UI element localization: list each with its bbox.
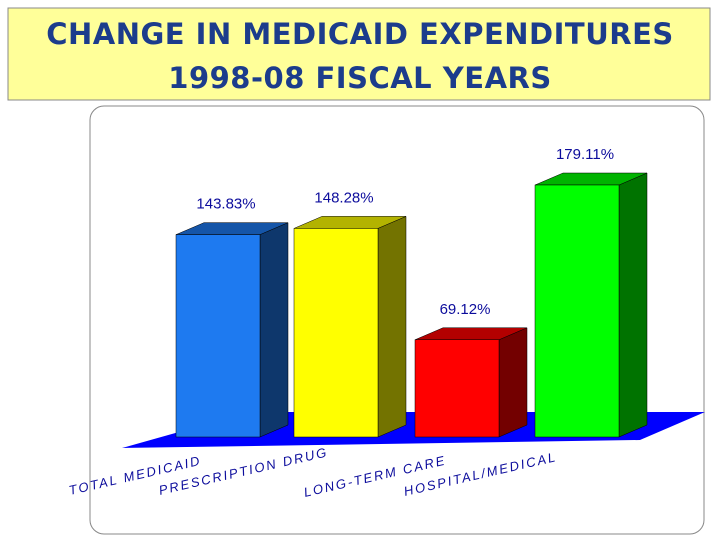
value-label: 148.28% [314,189,373,206]
value-label: 179.11% [556,146,614,163]
bar-side [498,327,528,438]
value-label: 69.12% [440,301,491,318]
chart-subtitle: 1998-08 FISCAL YEARS [168,61,551,95]
bar-side [259,222,289,438]
bar [414,339,500,438]
bar-side [377,215,407,438]
bar [293,228,379,438]
bar-side [618,172,648,438]
bar [534,184,620,438]
bar [175,234,261,438]
chart-title: CHANGE IN MEDICAID EXPENDITURES [46,17,674,51]
title-box [7,7,711,101]
value-label: 143.83% [196,196,255,213]
